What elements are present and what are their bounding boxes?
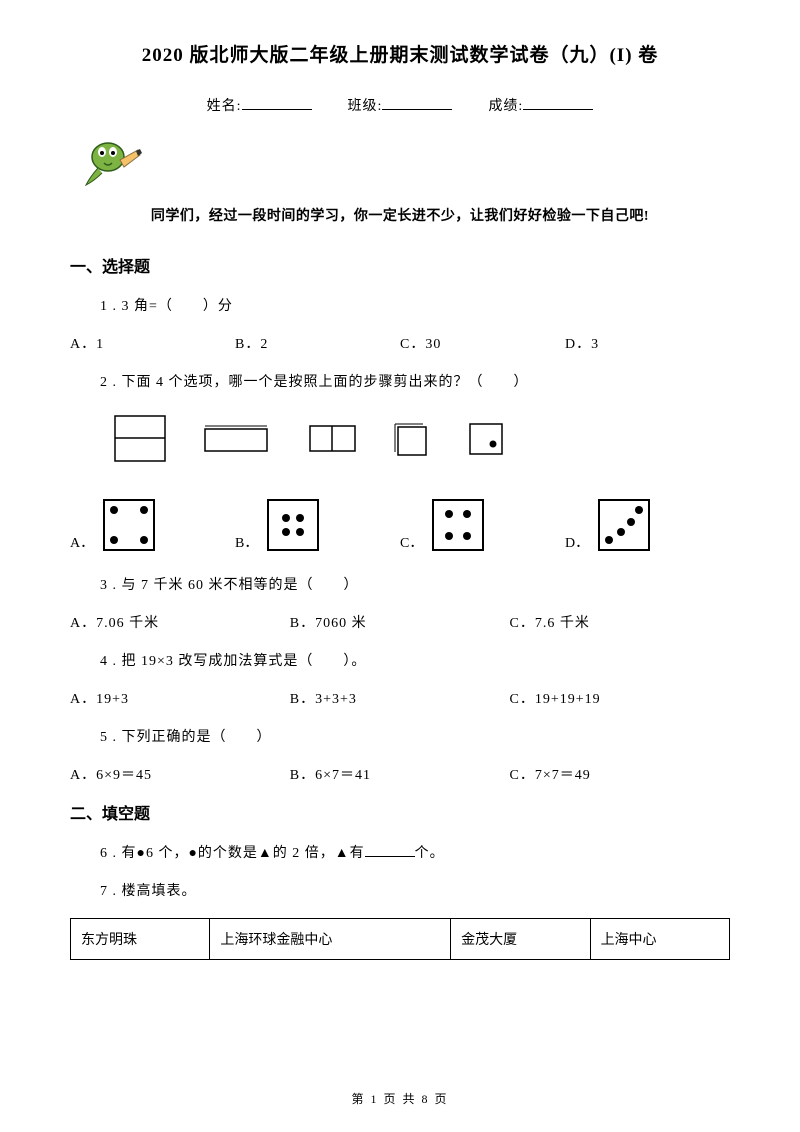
question-6: 6 . 有●6 个，●的个数是▲的 2 倍，▲有 个。 [100,842,730,862]
q3-opt-a: A．7.06 千米 [70,612,290,632]
intro-text: 同学们，经过一段时间的学习，你一定长进不少，让我们好好检验一下自己吧! [70,205,730,225]
table-cell-4: 上海中心 [590,919,729,960]
q1-opt-a: A．1 [70,333,235,353]
q5-options: A．6×9＝45 B．6×7＝41 C．7×7＝49 [70,764,730,784]
q2-options: A． B． C． D． [70,496,730,554]
table-cell-1: 东方明珠 [71,919,210,960]
class-label: 班级: [348,99,383,114]
q5-opt-a: A．6×9＝45 [70,764,290,784]
question-1: 1 . 3 角=（ ）分 [100,295,730,315]
table-cell-2: 上海环球金融中心 [210,919,451,960]
q3-opt-c: C．7.6 千米 [510,612,730,632]
q6-blank[interactable] [365,843,415,857]
pencil-icon [80,135,730,195]
table-cell-3: 金茂大厦 [451,919,590,960]
question-3: 3 . 与 7 千米 60 米不相等的是（ ） [100,574,730,594]
fold-step-2 [200,421,275,456]
score-blank[interactable] [523,96,593,110]
q2-opt-c-label: C． [400,532,423,554]
q5-opt-b: B．6×7＝41 [290,764,510,784]
page-title: 2020 版北师大版二年级上册期末测试数学试卷（九）(I) 卷 [70,40,730,67]
fold-step-1 [110,411,170,466]
section-1-header: 一、选择题 [70,253,730,277]
q1-opt-d: D．3 [565,333,730,353]
fold-step-3 [305,421,360,456]
q5-opt-c: C．7×7＝49 [510,764,730,784]
q4-opt-c: C．19+19+19 [510,688,730,708]
dice-d [595,496,653,554]
dice-b [264,496,322,554]
name-label: 姓名: [207,99,242,114]
q4-options: A．19+3 B．3+3+3 C．19+19+19 [70,688,730,708]
q1-opt-c: C．30 [400,333,565,353]
q6-suffix: 个。 [415,846,445,861]
dice-a [100,496,158,554]
section-2-header: 二、填空题 [70,800,730,824]
q6-text: 6 . 有●6 个，●的个数是▲的 2 倍，▲有 [100,846,365,861]
class-blank[interactable] [382,96,452,110]
question-4: 4 . 把 19×3 改写成加法算式是（ ）。 [100,650,730,670]
page-footer: 第 1 页 共 8 页 [0,1090,800,1107]
q1-options: A．1 B．2 C．30 D．3 [70,333,730,353]
question-7: 7 . 楼高填表。 [100,880,730,900]
q3-opt-b: B．7060 米 [290,612,510,632]
fold-steps [110,411,730,466]
q4-opt-a: A．19+3 [70,688,290,708]
q2-opt-b-label: B． [235,532,258,554]
q1-opt-b: B．2 [235,333,400,353]
name-blank[interactable] [242,96,312,110]
score-label: 成绩: [488,99,523,114]
fold-step-5 [465,419,507,459]
q2-opt-d-label: D． [565,532,589,554]
fold-step-4 [390,419,435,459]
q3-options: A．7.06 千米 B．7060 米 C．7.6 千米 [70,612,730,632]
q2-opt-a-label: A． [70,532,94,554]
student-info-line: 姓名: 班级: 成绩: [70,95,730,115]
question-5: 5 . 下列正确的是（ ） [100,726,730,746]
question-2: 2 . 下面 4 个选项，哪一个是按照上面的步骤剪出来的？（ ） [100,371,730,391]
building-table: 东方明珠 上海环球金融中心 金茂大厦 上海中心 [70,918,730,960]
dice-c [429,496,487,554]
q4-opt-b: B．3+3+3 [290,688,510,708]
